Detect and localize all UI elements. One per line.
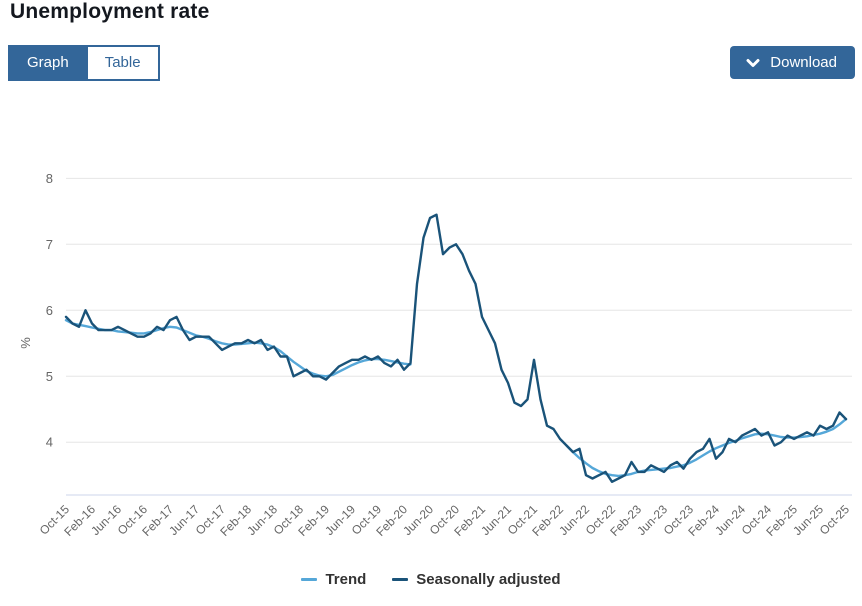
svg-text:Jun-21: Jun-21	[478, 502, 514, 538]
svg-text:Oct-22: Oct-22	[583, 502, 619, 538]
svg-text:Feb-17: Feb-17	[139, 502, 176, 539]
tab-graph[interactable]: Graph	[10, 47, 86, 79]
svg-text:Oct-20: Oct-20	[427, 502, 463, 538]
legend-label-trend: Trend	[325, 571, 367, 588]
svg-text:Oct-16: Oct-16	[115, 502, 151, 538]
svg-text:Feb-21: Feb-21	[451, 502, 488, 539]
svg-text:Feb-20: Feb-20	[373, 502, 410, 539]
svg-text:Oct-24: Oct-24	[739, 502, 775, 538]
trend-line-swatch	[301, 578, 318, 581]
svg-text:7: 7	[46, 237, 53, 252]
svg-text:Jun-24: Jun-24	[712, 502, 748, 538]
svg-text:Jun-17: Jun-17	[166, 502, 202, 538]
svg-text:Oct-25: Oct-25	[817, 502, 853, 538]
svg-text:Oct-23: Oct-23	[661, 502, 697, 538]
seasonally-adjusted-line-swatch	[392, 578, 409, 581]
svg-text:Jun-19: Jun-19	[322, 502, 358, 538]
legend-label-seasonally-adjusted: Seasonally adjusted	[416, 571, 561, 588]
svg-text:Feb-24: Feb-24	[685, 502, 722, 539]
svg-text:Oct-15: Oct-15	[37, 502, 73, 538]
svg-text:Jun-25: Jun-25	[790, 502, 826, 538]
svg-text:Jun-22: Jun-22	[556, 502, 592, 538]
svg-text:Jun-16: Jun-16	[88, 502, 124, 538]
chevron-down-icon	[746, 58, 760, 68]
svg-text:Oct-19: Oct-19	[349, 502, 385, 538]
legend-item-trend[interactable]: Trend	[301, 571, 366, 588]
tab-table[interactable]: Table	[85, 47, 158, 79]
svg-text:Jun-23: Jun-23	[634, 502, 670, 538]
svg-text:Feb-22: Feb-22	[529, 502, 566, 539]
svg-text:Feb-19: Feb-19	[295, 502, 332, 539]
unemployment-rate-chart: 45678%Oct-15Feb-16Jun-16Oct-16Feb-17Jun-…	[18, 171, 853, 539]
svg-text:Oct-21: Oct-21	[505, 502, 541, 538]
download-button[interactable]: Download	[730, 46, 855, 79]
svg-text:5: 5	[46, 369, 53, 384]
svg-text:%: %	[18, 337, 33, 349]
svg-text:6: 6	[46, 303, 53, 318]
view-tab-group: Graph Table	[8, 45, 160, 81]
svg-text:Feb-16: Feb-16	[61, 502, 98, 539]
svg-text:Feb-25: Feb-25	[763, 502, 800, 539]
chart-legend: Trend Seasonally adjusted	[0, 571, 862, 588]
legend-item-seasonally-adjusted[interactable]: Seasonally adjusted	[392, 571, 561, 588]
svg-text:Feb-23: Feb-23	[607, 502, 644, 539]
svg-text:4: 4	[46, 435, 53, 450]
page-title: Unemployment rate	[10, 0, 210, 23]
download-button-label: Download	[770, 54, 837, 71]
svg-text:Jun-18: Jun-18	[244, 502, 280, 538]
svg-text:Oct-17: Oct-17	[193, 502, 229, 538]
svg-text:8: 8	[46, 171, 53, 186]
svg-text:Oct-18: Oct-18	[271, 502, 307, 538]
svg-text:Jun-20: Jun-20	[400, 502, 436, 538]
svg-text:Feb-18: Feb-18	[217, 502, 254, 539]
